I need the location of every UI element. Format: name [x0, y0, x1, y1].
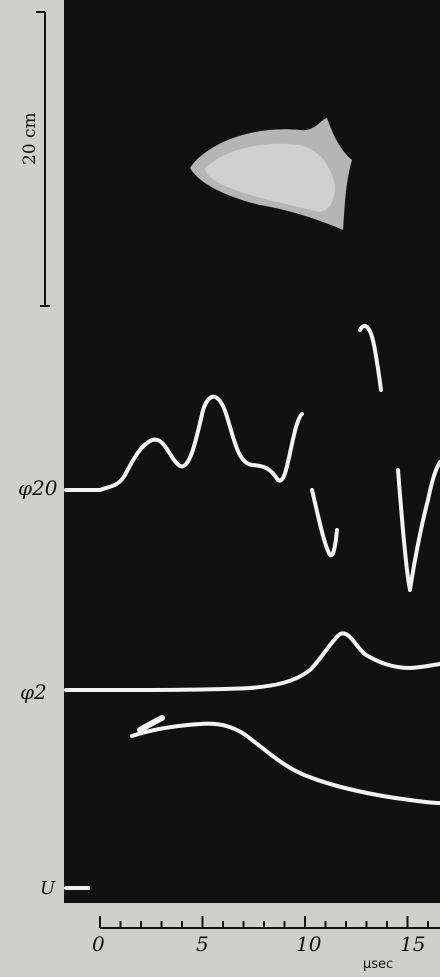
time-axis [99, 916, 440, 929]
trace-lower [130, 715, 440, 805]
time-tick-label: 15 [400, 932, 426, 956]
time-axis-unit: μsec [363, 957, 394, 972]
trace-phi20 [64, 323, 440, 592]
trace-phi2 [64, 631, 440, 692]
scale-bar [36, 11, 50, 307]
time-tick-label: 0 [92, 932, 105, 956]
time-tick-label: 10 [296, 932, 322, 956]
scale-bar-label: 20 cm [20, 112, 40, 165]
trace-phi2-label: φ2 [20, 680, 47, 704]
plasma-plume [190, 118, 352, 230]
time-tick-label: 5 [196, 932, 209, 956]
trace-phi20-label: φ20 [18, 476, 58, 500]
trace-u-label: U [40, 878, 56, 899]
